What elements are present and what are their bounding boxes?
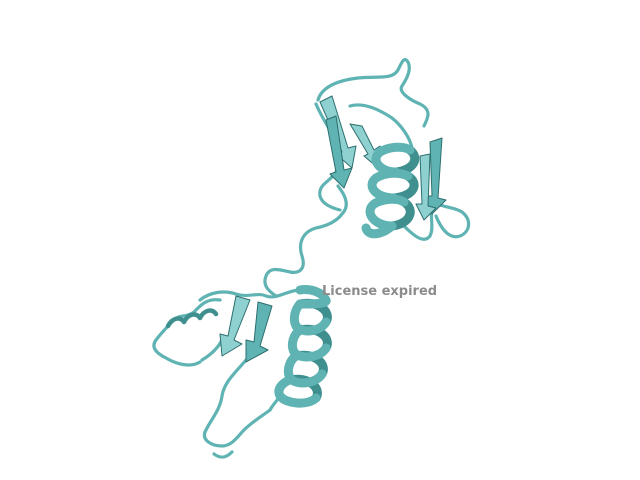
- lower-strand-2: [245, 301, 273, 363]
- upper-loop-bottom: [402, 206, 434, 241]
- lower-left-turns: [165, 308, 219, 329]
- upper-strand-5: [415, 153, 437, 221]
- upper-domain: [314, 57, 471, 241]
- upper-loop-right: [430, 198, 471, 239]
- linker-coil: [263, 212, 344, 298]
- upper-strand-2: [325, 115, 353, 189]
- upper-helix: [361, 142, 420, 239]
- upper-loop-small: [336, 184, 348, 216]
- upper-loop-top: [316, 57, 430, 128]
- lower-coil-top: [198, 288, 302, 302]
- lower-coil-left: [152, 298, 222, 367]
- upper-strand-4: [423, 137, 447, 215]
- lower-coil-bottom: [202, 358, 272, 448]
- linker: [263, 212, 344, 298]
- upper-loop-inner: [348, 103, 414, 150]
- lower-coil-tail: [212, 450, 234, 459]
- lower-coil-mid: [200, 338, 224, 362]
- lower-helix: [268, 285, 332, 412]
- lower-domain: [152, 285, 332, 459]
- lower-strand-1: [219, 295, 251, 357]
